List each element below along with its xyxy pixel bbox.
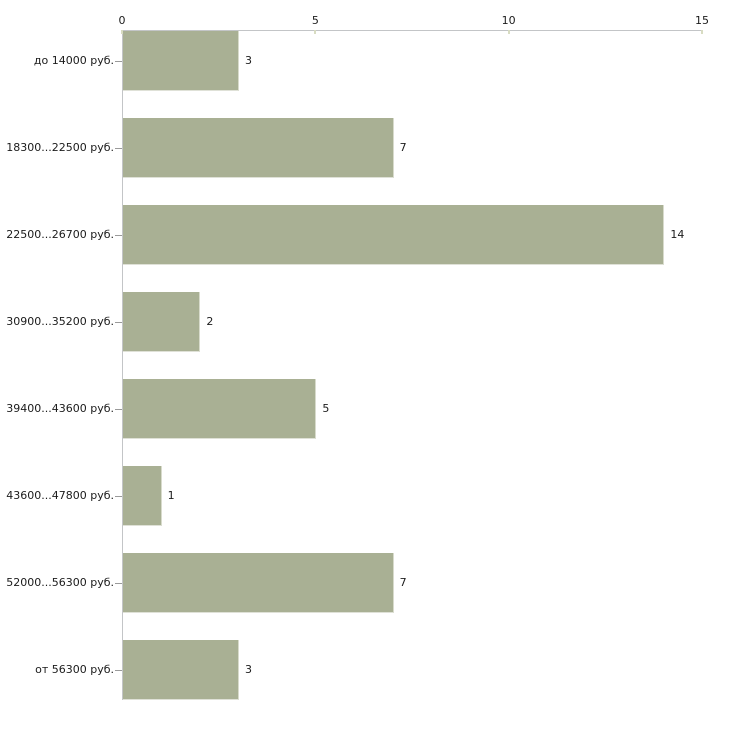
- bar-5: [123, 466, 162, 526]
- category-tick-mark: [115, 409, 122, 410]
- x-axis-tick-mark: [314, 30, 317, 34]
- value-label: 7: [399, 576, 407, 589]
- x-axis-tick-label: 0: [118, 14, 126, 27]
- value-label: 2: [206, 315, 214, 328]
- x-axis-tick-label: 5: [311, 14, 319, 27]
- bar-3: [123, 292, 201, 352]
- bar-7: [123, 640, 239, 700]
- bar-0: [123, 31, 239, 91]
- category-tick-mark: [115, 235, 122, 236]
- x-axis-tick-label: 10: [501, 14, 516, 27]
- x-axis-tick-mark: [507, 30, 510, 34]
- value-label: 3: [245, 663, 252, 676]
- category-label: 52000...56300 руб.: [6, 576, 114, 589]
- category-label: 18300...22500 руб.: [6, 141, 114, 154]
- bar-1: [123, 118, 394, 178]
- x-axis-tick-label: 15: [695, 14, 709, 27]
- category-label: до 14000 руб.: [33, 54, 114, 67]
- category-tick-mark: [115, 322, 122, 323]
- category-tick-mark: [115, 583, 122, 584]
- value-label: 14: [670, 228, 685, 241]
- category-label: 22500...26700 руб.: [6, 228, 114, 241]
- value-label: 3: [245, 54, 252, 67]
- category-tick-mark: [115, 148, 122, 149]
- value-label: 7: [399, 141, 407, 154]
- category-label: от 56300 руб.: [35, 663, 114, 676]
- category-tick-mark: [115, 670, 122, 671]
- category-label: 39400...43600 руб.: [6, 402, 114, 415]
- plot-area: [122, 30, 702, 700]
- category-label: 30900...35200 руб.: [6, 315, 114, 328]
- category-tick-mark: [115, 61, 122, 62]
- value-label: 1: [167, 489, 175, 502]
- bar-2: [123, 205, 665, 265]
- category-tick-mark: [115, 496, 122, 497]
- x-axis-tick-mark: [121, 30, 123, 34]
- bar-6: [123, 553, 394, 613]
- bar-4: [123, 379, 317, 439]
- x-axis-tick-mark: [701, 30, 703, 34]
- value-label: 5: [322, 402, 330, 415]
- category-label: 43600...47800 руб.: [6, 489, 114, 502]
